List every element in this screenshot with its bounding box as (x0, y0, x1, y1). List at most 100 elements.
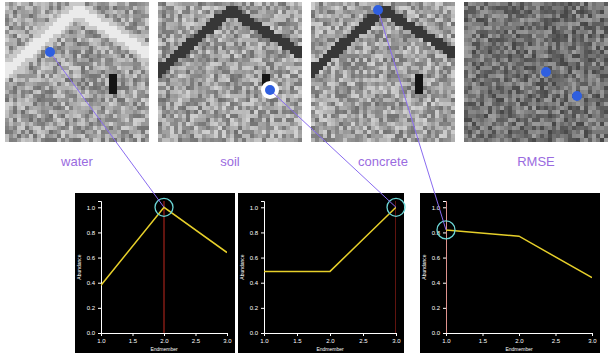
image-pixel (29, 122, 33, 126)
image-pixel (5, 98, 9, 102)
image-pixel (198, 30, 202, 34)
image-pixel (105, 6, 109, 10)
image-pixel (262, 62, 266, 66)
image-pixel (190, 26, 194, 30)
image-pixel (89, 90, 93, 94)
image-pixel (117, 46, 121, 50)
image-pixel (45, 58, 49, 62)
image-pixel (65, 94, 69, 98)
image-pixel (29, 34, 33, 38)
image-pixel (93, 6, 97, 10)
image-pixel (9, 58, 13, 62)
image-pixel (266, 46, 270, 50)
image-pixel (258, 78, 262, 82)
image-pixel (21, 62, 25, 66)
image-pixel (266, 26, 270, 30)
image-pixel (166, 70, 170, 74)
image-pixel (41, 102, 45, 106)
image-pixel (174, 58, 178, 62)
image-pixel (69, 34, 73, 38)
image-pixel (81, 50, 85, 54)
image-pixel (174, 78, 178, 82)
image-pixel (158, 14, 162, 18)
image-pixel (29, 94, 33, 98)
image-pixel (69, 10, 73, 14)
image-pixel (49, 38, 53, 42)
image-pixel (162, 18, 166, 22)
image-pixel (45, 94, 49, 98)
image-pixel (282, 26, 286, 30)
image-pixel (81, 2, 85, 6)
image-pixel (174, 26, 178, 30)
image-pixel (230, 46, 234, 50)
image-pixel (226, 58, 230, 62)
image-pixel (85, 110, 89, 114)
image-pixel (162, 34, 166, 38)
image-pixel (17, 110, 21, 114)
image-pixel (218, 58, 222, 62)
image-pixel (286, 74, 290, 78)
image-pixel (166, 18, 170, 22)
image-pixel (262, 50, 266, 54)
image-pixel (109, 78, 113, 82)
image-pixel (105, 34, 109, 38)
image-pixel (190, 70, 194, 74)
image-pixel (53, 14, 57, 18)
image-pixel (85, 34, 89, 38)
image-pixel (101, 110, 105, 114)
image-pixel (298, 46, 302, 50)
image-pixel (77, 10, 81, 14)
image-pixel (121, 74, 125, 78)
image-pixel (270, 50, 274, 54)
image-pixel (9, 90, 13, 94)
image-pixel (174, 66, 178, 70)
image-pixel (266, 2, 270, 6)
image-pixel (101, 26, 105, 30)
image-pixel (145, 70, 149, 74)
image-pixel (166, 66, 170, 70)
image-pixel (77, 74, 81, 78)
image-pixel (45, 82, 49, 86)
image-pixel (210, 78, 214, 82)
image-pixel (17, 86, 21, 90)
image-pixel (129, 94, 133, 98)
image-pixel (105, 66, 109, 70)
image-pixel (194, 82, 198, 86)
image-pixel (37, 114, 41, 118)
image-pixel (89, 78, 93, 82)
image-pixel (101, 30, 105, 34)
image-pixel (129, 126, 133, 130)
image-pixel (174, 10, 178, 14)
image-pixel (286, 42, 290, 46)
image-pixel (121, 22, 125, 26)
image-pixel (174, 6, 178, 10)
image-pixel (125, 134, 129, 138)
image-pixel (158, 38, 162, 42)
image-pixel (282, 54, 286, 58)
image-pixel (85, 58, 89, 62)
image-pixel (294, 78, 298, 82)
image-pixel (262, 78, 266, 82)
image-pixel (121, 50, 125, 54)
image-pixel (69, 66, 73, 70)
image-pixel (37, 98, 41, 102)
image-pixel (210, 22, 214, 26)
image-pixel (170, 78, 174, 82)
image-pixel (97, 78, 101, 82)
image-pixel (282, 30, 286, 34)
image-pixel (101, 46, 105, 50)
image-pixel (145, 62, 149, 66)
image-pixel (81, 38, 85, 42)
image-pixel (254, 10, 258, 14)
image-pixel (105, 26, 109, 30)
image-pixel (85, 2, 89, 6)
image-pixel (5, 130, 9, 134)
image-pixel (222, 2, 226, 6)
image-pixel (57, 114, 61, 118)
image-pixel (117, 90, 121, 94)
image-pixel (158, 66, 162, 70)
image-pixel (182, 74, 186, 78)
image-pixel (129, 50, 133, 54)
image-pixel (97, 98, 101, 102)
image-pixel (57, 86, 61, 90)
